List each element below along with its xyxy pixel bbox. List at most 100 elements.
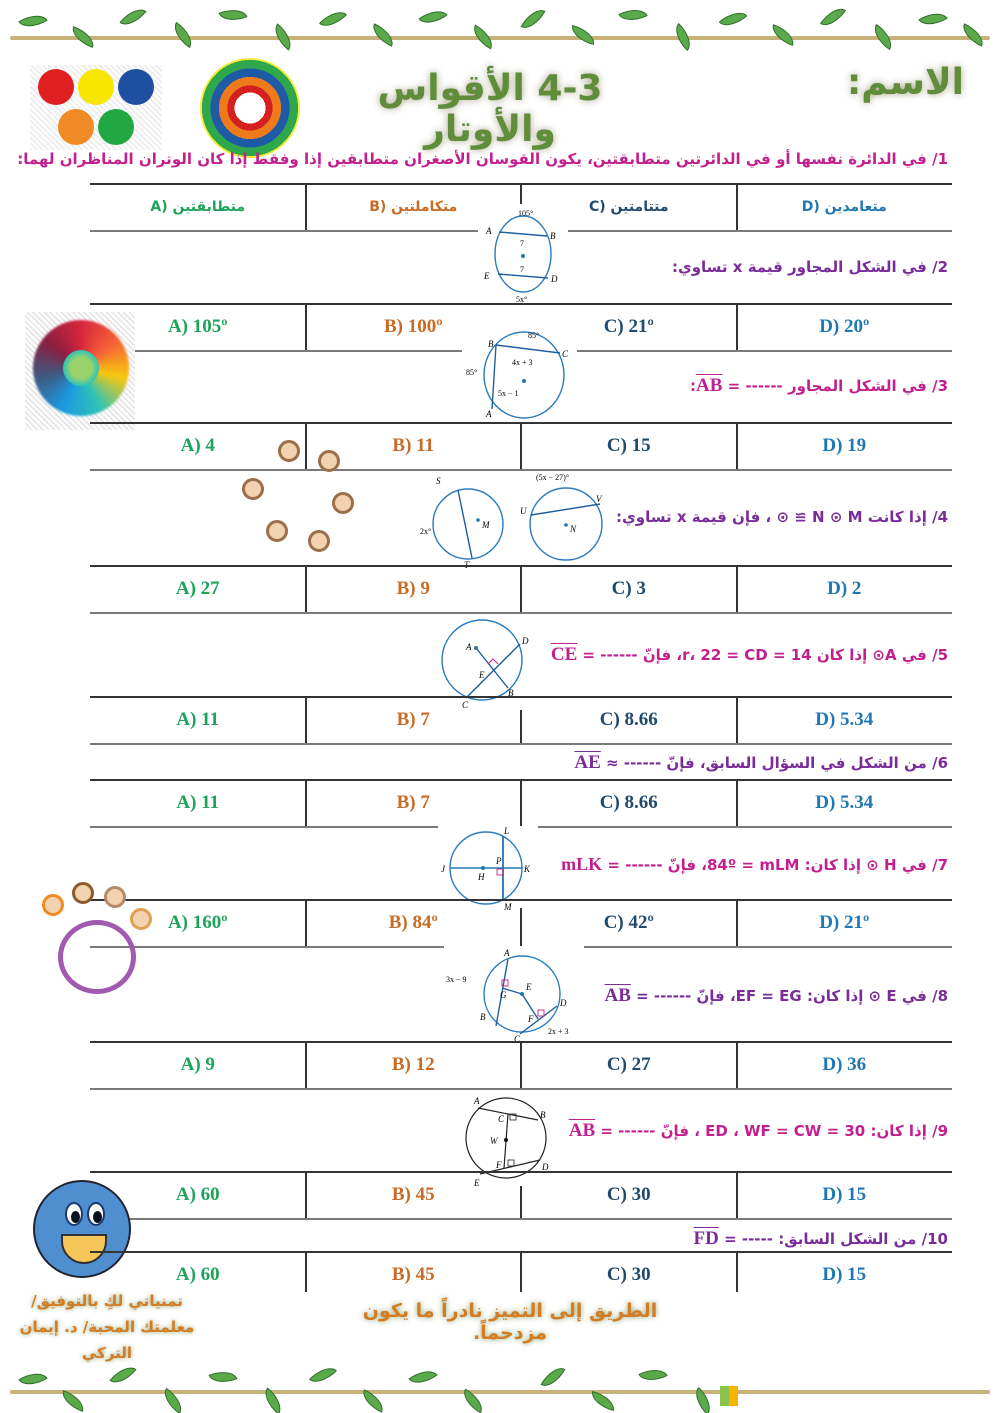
question-3-options: A) 4 B) 11 C) 15 D) 19 <box>90 423 952 469</box>
svg-text:B: B <box>508 688 514 698</box>
svg-text:A: A <box>465 642 472 652</box>
smiley-face-image <box>33 1180 131 1278</box>
question-5-options: A) 11 B) 7 C) 8.66 D) 5.34 <box>90 697 952 743</box>
svg-text:E: E <box>473 1178 480 1188</box>
svg-text:B: B <box>550 231 556 241</box>
svg-text:E: E <box>483 271 490 281</box>
option-a[interactable]: A) 105º <box>167 316 228 337</box>
option-a[interactable]: A) 11 <box>176 792 220 813</box>
option-b[interactable]: B) 84º <box>388 912 438 933</box>
svg-text:D: D <box>521 636 529 646</box>
option-d[interactable]: D) 2 <box>827 578 862 599</box>
kids-hoop-image <box>36 880 156 930</box>
svg-text:F: F <box>495 1160 502 1170</box>
svg-text:7: 7 <box>520 239 524 248</box>
question-8: 8/ في E ⊙ إذا كان: EF = EG، فإنّ ------ … <box>604 985 948 1006</box>
option-a[interactable]: A) 160º <box>167 912 228 933</box>
svg-text:N: N <box>569 524 577 534</box>
question-2-options: A) 105º B) 100º C) 21º D) 20º <box>90 304 952 350</box>
svg-text:7: 7 <box>520 265 524 274</box>
question-7-figure: L J H P K M <box>438 826 538 910</box>
svg-text:L: L <box>503 826 509 836</box>
option-b[interactable]: B) 7 <box>396 792 430 813</box>
option-a[interactable]: متطابقتين (A <box>150 199 246 215</box>
svg-text:W: W <box>490 1136 499 1146</box>
svg-text:B: B <box>488 339 494 349</box>
svg-text:G: G <box>500 990 507 1000</box>
option-b[interactable]: B) 9 <box>396 578 430 599</box>
svg-text:J: J <box>441 864 446 874</box>
vine-border-bottom <box>0 1350 1000 1413</box>
option-b[interactable]: B) 11 <box>392 435 435 456</box>
option-c[interactable]: C) 30 <box>606 1184 651 1205</box>
svg-text:5x°: 5x° <box>516 295 527 304</box>
question-7-options: A) 160º B) 84º C) 42º D) 21º <box>90 900 952 946</box>
name-label: الاسم: <box>846 62 964 103</box>
option-d[interactable]: D) 15 <box>822 1264 867 1285</box>
question-6-options: A) 11 B) 7 C) 8.66 D) 5.34 <box>90 780 952 826</box>
svg-text:F: F <box>527 1014 534 1024</box>
option-a[interactable]: A) 11 <box>176 709 220 730</box>
svg-text:D: D <box>541 1162 549 1172</box>
option-c[interactable]: C) 30 <box>606 1264 651 1285</box>
option-c[interactable]: C) 15 <box>606 435 651 456</box>
option-a[interactable]: A) 27 <box>175 578 220 599</box>
purple-hoop-image <box>58 920 136 994</box>
svg-text:S: S <box>436 476 441 486</box>
svg-text:T: T <box>464 560 470 568</box>
option-b[interactable]: B) 45 <box>391 1264 435 1285</box>
option-b[interactable]: B) 12 <box>391 1054 435 1075</box>
rainbow-swirl-image <box>25 312 135 430</box>
question-1-options: متطابقتين (A متكاملتين (B متتامتين (C مت… <box>90 184 952 230</box>
svg-text:B: B <box>480 1012 486 1022</box>
option-a[interactable]: A) 60 <box>175 1264 220 1285</box>
option-d[interactable]: D) 21º <box>819 912 870 933</box>
question-3: 3/ في الشكل المجاور ------ = AB: <box>689 375 948 396</box>
svg-text:85°: 85° <box>466 368 477 377</box>
option-d[interactable]: متعامدين (D <box>801 199 887 215</box>
svg-text:5x − 1: 5x − 1 <box>498 389 519 398</box>
liveworksheets-logo[interactable]: LIVEWORKSHEETS <box>720 1378 1000 1413</box>
option-c[interactable]: C) 8.66 <box>599 792 658 813</box>
svg-text:A: A <box>473 1096 480 1106</box>
option-a[interactable]: A) 60 <box>175 1184 220 1205</box>
page-title: 4-3 الأقواس والأوتار <box>377 68 603 150</box>
svg-text:V: V <box>596 494 603 504</box>
option-d[interactable]: D) 5.34 <box>815 792 874 813</box>
svg-text:U: U <box>520 506 527 516</box>
svg-text:M: M <box>481 520 490 530</box>
svg-text:C: C <box>562 349 569 359</box>
svg-text:H: H <box>477 872 485 882</box>
question-6: 6/ من الشكل في السؤال السابق، فإنّ -----… <box>574 752 948 773</box>
color-dots-image <box>30 65 162 150</box>
option-d[interactable]: D) 36 <box>822 1054 867 1075</box>
option-c[interactable]: C) 21º <box>603 316 654 337</box>
svg-text:E: E <box>525 982 532 992</box>
option-b[interactable]: متكاملتين (B <box>369 199 458 215</box>
question-10-options: A) 60 B) 45 C) 30 D) 15 <box>90 1252 952 1298</box>
question-9: 9/ إذا كان: 30 = ED ، WF = CW ، فإنّ ---… <box>568 1120 948 1141</box>
option-d[interactable]: D) 19 <box>822 435 867 456</box>
svg-text:A: A <box>485 409 492 419</box>
option-d[interactable]: D) 20º <box>819 316 870 337</box>
vine-border-top <box>0 0 1000 58</box>
svg-text:M: M <box>503 902 512 910</box>
svg-text:P: P <box>495 856 502 866</box>
option-c[interactable]: C) 8.66 <box>599 709 658 730</box>
svg-text:(5x − 27)°: (5x − 27)° <box>536 473 569 482</box>
svg-text:85°: 85° <box>528 331 539 340</box>
option-c[interactable]: C) 27 <box>606 1054 651 1075</box>
svg-text:A: A <box>503 948 510 958</box>
option-b[interactable]: B) 100º <box>383 316 443 337</box>
option-d[interactable]: D) 15 <box>822 1184 867 1205</box>
option-a[interactable]: A) 9 <box>180 1054 215 1075</box>
option-c[interactable]: متتامتين (C <box>588 199 669 215</box>
svg-text:E: E <box>478 670 485 680</box>
question-4-figure: M S T 2x° N U V (5x − 27)° <box>420 472 610 568</box>
option-c[interactable]: C) 42º <box>603 912 654 933</box>
option-a[interactable]: A) 4 <box>180 435 215 456</box>
option-b[interactable]: B) 45 <box>391 1184 435 1205</box>
option-c[interactable]: C) 3 <box>611 578 646 599</box>
option-d[interactable]: D) 5.34 <box>815 709 874 730</box>
option-b[interactable]: B) 7 <box>396 709 430 730</box>
